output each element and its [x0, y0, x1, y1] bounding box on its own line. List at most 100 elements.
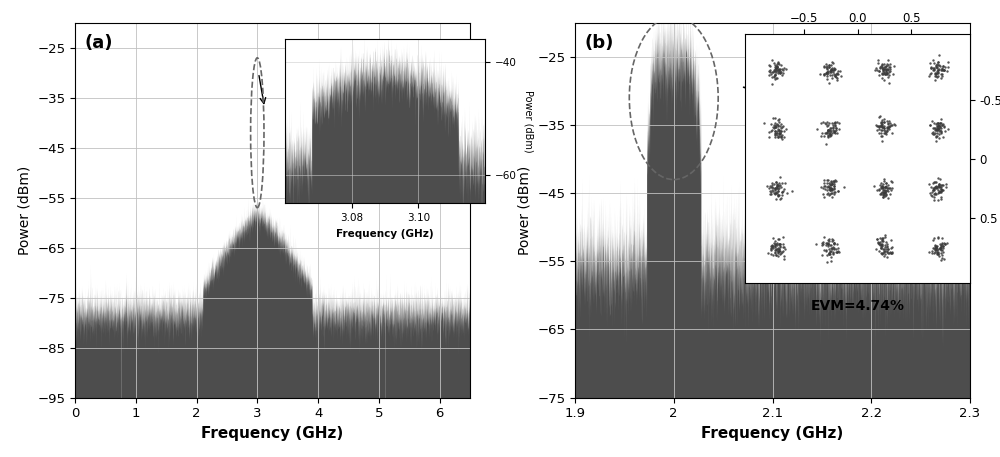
Point	[771, 179, 787, 186]
Point	[871, 129, 887, 136]
Point	[767, 119, 783, 126]
Point	[926, 196, 942, 203]
Point	[880, 119, 896, 127]
Point	[772, 243, 788, 250]
Point	[825, 178, 841, 185]
Point	[878, 191, 894, 199]
Point	[823, 181, 839, 189]
Point	[930, 234, 946, 241]
Point	[928, 243, 944, 250]
Point	[762, 68, 778, 75]
Point	[932, 188, 948, 196]
Point	[929, 183, 945, 191]
Point	[929, 184, 945, 191]
Point	[825, 59, 841, 67]
Point	[930, 69, 946, 77]
Point	[766, 239, 782, 246]
Point	[930, 72, 946, 80]
Point	[772, 129, 788, 137]
Point	[930, 68, 946, 75]
Point	[767, 122, 783, 130]
Point	[935, 242, 951, 250]
Point	[921, 73, 937, 80]
Point	[775, 66, 791, 74]
Point	[826, 240, 842, 248]
Point	[821, 64, 837, 71]
Point	[768, 252, 784, 259]
Point	[826, 245, 842, 252]
Point	[926, 119, 942, 126]
Point	[878, 182, 894, 189]
Point	[767, 127, 783, 134]
Point	[929, 126, 945, 133]
Point	[771, 191, 787, 198]
Point	[767, 189, 783, 197]
Point	[770, 116, 786, 123]
Point	[934, 66, 950, 74]
Point	[875, 66, 891, 73]
Point	[821, 238, 837, 245]
Point	[877, 233, 893, 240]
Point	[928, 62, 944, 69]
Point	[924, 250, 940, 257]
Point	[928, 132, 944, 139]
Point	[874, 123, 890, 131]
Point	[767, 71, 783, 79]
Point	[816, 71, 832, 78]
Point	[930, 186, 946, 194]
Point	[875, 238, 891, 245]
Point	[768, 179, 784, 186]
Point	[882, 65, 898, 73]
Point	[879, 249, 895, 256]
Point	[928, 120, 944, 128]
Point	[933, 66, 949, 74]
Point	[818, 247, 834, 254]
Point	[771, 118, 787, 126]
Point	[769, 62, 785, 69]
Point	[772, 173, 788, 181]
Point	[930, 197, 946, 204]
Point	[930, 250, 946, 258]
Point	[930, 234, 946, 241]
Point	[882, 119, 898, 127]
Point	[874, 234, 890, 241]
Point	[931, 183, 947, 190]
Point	[763, 246, 779, 254]
Point	[761, 68, 777, 75]
Point	[926, 191, 942, 198]
Point	[880, 66, 896, 73]
Point	[933, 256, 949, 263]
Point	[764, 80, 780, 87]
Point	[771, 116, 787, 123]
Point	[828, 74, 844, 81]
Point	[824, 129, 840, 136]
Point	[826, 183, 842, 190]
Point	[772, 129, 788, 137]
Point	[817, 130, 833, 137]
Point	[927, 70, 943, 78]
Point	[930, 126, 946, 133]
Y-axis label: Power (dBm): Power (dBm)	[523, 90, 533, 153]
Point	[880, 245, 896, 252]
Point	[768, 246, 784, 254]
Point	[925, 185, 941, 192]
Point	[876, 68, 892, 75]
Point	[774, 188, 790, 195]
Point	[765, 124, 781, 131]
Point	[824, 244, 840, 251]
Point	[934, 239, 950, 247]
Point	[776, 65, 792, 72]
Point	[818, 69, 834, 77]
Point	[767, 67, 783, 74]
Point	[767, 237, 783, 244]
Point	[813, 119, 829, 126]
Point	[934, 186, 950, 194]
Point	[882, 60, 898, 68]
Point	[936, 255, 952, 262]
Point	[766, 73, 782, 80]
Point	[923, 183, 939, 191]
Point	[934, 121, 950, 128]
Point	[933, 119, 949, 127]
Point	[923, 69, 939, 77]
Point	[878, 180, 894, 187]
